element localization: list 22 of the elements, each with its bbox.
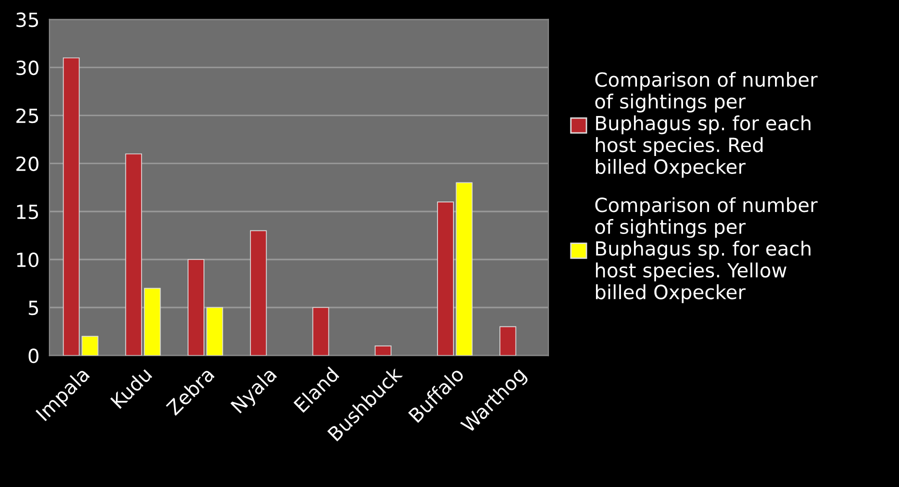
bar (125, 153, 142, 356)
bar (144, 288, 161, 356)
bar (188, 259, 204, 356)
bar (62, 57, 80, 356)
y-tick-label: 15 (17, 204, 38, 220)
bar (206, 307, 224, 356)
y-tick-label: 20 (16, 156, 38, 172)
y-tick-label: 0 (28, 348, 38, 364)
bar (374, 345, 392, 356)
bar (456, 182, 473, 356)
bar (250, 230, 267, 356)
bar (312, 307, 330, 356)
legend-label: Comparison of number of sightings per Buphagus sp. for each host species. Yellow billed Oxpecker (595, 197, 818, 304)
y-tick-label: 35 (16, 12, 38, 28)
legend-label: Comparison of number of sightings per Buphagus sp. for each host species. Red billed Oxpecker (595, 72, 818, 178)
bar (82, 336, 98, 356)
y-tick-label: 10 (17, 252, 38, 268)
y-tick-label: 25 (16, 108, 38, 124)
bar (437, 201, 454, 356)
y-tick-label: 30 (16, 60, 38, 76)
bar (499, 326, 516, 356)
y-tick-label: 5 (28, 300, 38, 316)
